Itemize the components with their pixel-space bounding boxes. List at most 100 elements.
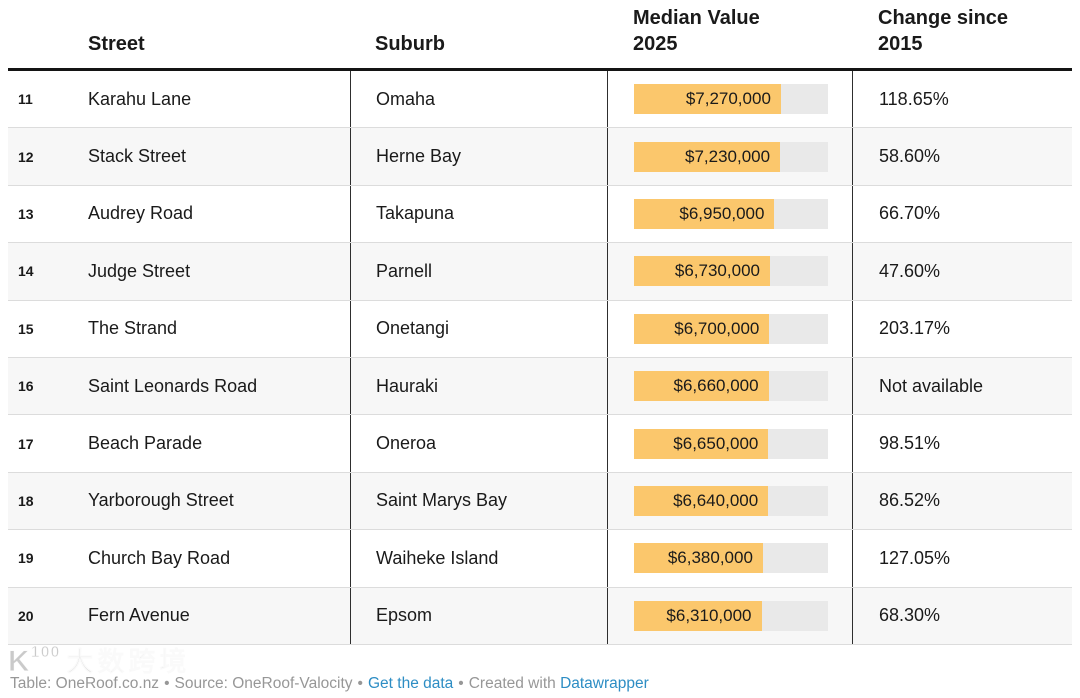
footer-separator: • (164, 675, 170, 692)
suburb-cell: Herne Bay (350, 128, 607, 185)
watermark: K 100 大数跨境 (8, 644, 191, 678)
suburb-cell: Onetangi (350, 300, 607, 357)
footer-table-credit: Table: OneRoof.co.nz (10, 675, 160, 692)
median-bar: $6,700,000 (634, 313, 770, 344)
street-cell: Fern Avenue (88, 605, 190, 626)
street-cell: Audrey Road (88, 203, 194, 224)
median-bar: $6,380,000 (634, 543, 763, 574)
rank-cell: 12 (18, 148, 34, 165)
street-cell: Church Bay Road (88, 547, 231, 568)
median-value-cell: $6,700,000 (607, 300, 852, 357)
median-bar-track: $7,270,000 (634, 84, 828, 115)
median-bar: $7,230,000 (634, 141, 781, 172)
street-cell: Stack Street (88, 146, 187, 167)
footer-separator: • (357, 675, 363, 692)
table: Street Suburb Median Value 2025 Change s… (8, 0, 1072, 645)
median-bar-track: $7,230,000 (634, 141, 828, 172)
watermark-cjk-text: 大数跨境 (66, 647, 191, 678)
median-bar: $6,650,000 (634, 428, 769, 459)
table-row: 20 Fern Avenue Epsom $6,310,000 68.30% (8, 587, 1072, 645)
suburb-cell: Omaha (350, 71, 607, 128)
table-row: 15 The Strand Onetangi $6,700,000 203.17… (8, 300, 1072, 358)
change-cell: 47.60% (852, 243, 1072, 300)
table-row: 17 Beach Parade Oneroa $6,650,000 98.51% (8, 415, 1072, 473)
rank-cell: 11 (18, 91, 33, 108)
footer-created-with: Created with (468, 675, 556, 692)
median-bar: $6,640,000 (634, 485, 769, 516)
median-value-cell: $6,730,000 (607, 243, 852, 300)
change-cell: 98.51% (852, 415, 1072, 472)
street-cell: The Strand (88, 318, 178, 339)
footer-separator: • (458, 675, 464, 692)
col-header-street: Street (88, 33, 145, 55)
table-row: 12 Stack Street Herne Bay $7,230,000 58.… (8, 128, 1072, 186)
change-cell: 127.05% (852, 530, 1072, 587)
suburb-cell: Parnell (350, 243, 607, 300)
rank-cell: 19 (18, 550, 34, 567)
change-cell: 68.30% (852, 587, 1072, 644)
suburb-cell: Oneroa (350, 415, 607, 472)
street-cell: Judge Street (88, 260, 191, 281)
change-cell: 86.52% (852, 472, 1072, 530)
datawrapper-link[interactable]: Datawrapper (560, 675, 649, 692)
rank-cell: 14 (18, 263, 34, 280)
median-bar: $7,270,000 (634, 84, 781, 115)
table-header: Street Suburb Median Value 2025 Change s… (8, 0, 1072, 71)
median-bar-track: $6,950,000 (634, 198, 828, 229)
median-bar: $6,310,000 (634, 600, 762, 631)
change-cell: 203.17% (852, 300, 1072, 357)
suburb-cell: Epsom (350, 587, 607, 644)
median-bar-track: $6,640,000 (634, 485, 828, 516)
median-bar: $6,730,000 (634, 256, 770, 287)
change-cell: 66.70% (852, 185, 1072, 243)
median-bar: $6,950,000 (634, 198, 775, 229)
median-bar-track: $6,730,000 (634, 256, 828, 287)
table-row: 14 Judge Street Parnell $6,730,000 47.60… (8, 243, 1072, 301)
rank-cell: 15 (18, 320, 34, 337)
median-value-cell: $6,650,000 (607, 415, 852, 472)
median-bar-track: $6,380,000 (634, 543, 828, 574)
footer-credits: Table: OneRoof.co.nz • Source: OneRoof-Val… (10, 675, 649, 693)
median-bar-track: $6,310,000 (634, 600, 828, 631)
watermark-logo-k: K (8, 645, 31, 678)
street-cell: Karahu Lane (88, 88, 192, 109)
median-value-cell: $6,310,000 (607, 587, 852, 644)
suburb-cell: Takapuna (350, 185, 607, 243)
median-value-cell: $6,950,000 (607, 185, 852, 243)
rank-cell: 18 (18, 492, 34, 509)
col-header-suburb: Suburb (375, 33, 445, 55)
median-bar-track: $6,660,000 (634, 371, 828, 402)
table-row: 13 Audrey Road Takapuna $6,950,000 66.70… (8, 185, 1072, 244)
street-cell: Beach Parade (88, 433, 203, 454)
rank-cell: 17 (18, 435, 34, 452)
median-bar-track: $6,700,000 (634, 313, 828, 344)
median-value-cell: $6,380,000 (607, 530, 852, 587)
rank-cell: 13 (18, 205, 34, 222)
rank-cell: 20 (18, 607, 34, 624)
suburb-cell: Saint Marys Bay (350, 472, 607, 530)
change-cell: 118.65% (852, 71, 1072, 128)
col-header-median-value: Median Value 2025 (633, 7, 760, 55)
suburb-cell: Waiheke Island (350, 530, 607, 587)
suburb-cell: Hauraki (350, 357, 607, 415)
table-row: 19 Church Bay Road Waiheke Island $6,380… (8, 530, 1072, 588)
rank-cell: 16 (18, 378, 34, 395)
footer-source: Source: OneRoof-Valocity (174, 675, 353, 692)
col-header-rank (8, 0, 88, 68)
get-the-data-link[interactable]: Get the data (367, 675, 454, 692)
median-value-cell: $7,270,000 (607, 71, 852, 128)
table-row: 16 Saint Leonards Road Hauraki $6,660,00… (8, 357, 1072, 416)
street-cell: Saint Leonards Road (88, 375, 258, 396)
watermark-logo-100: 100 (30, 644, 61, 661)
table-body: 11 Karahu Lane Omaha $7,270,000 118.65% … (8, 71, 1072, 645)
change-cell: 58.60% (852, 128, 1072, 185)
median-bar: $6,660,000 (634, 371, 769, 402)
median-value-cell: $6,660,000 (607, 357, 852, 415)
median-bar-track: $6,650,000 (634, 428, 828, 459)
median-value-cell: $6,640,000 (607, 472, 852, 530)
change-cell: Not available (852, 357, 1072, 415)
col-header-change-since: Change since 2015 (878, 7, 1009, 55)
table-row: 11 Karahu Lane Omaha $7,270,000 118.65% (8, 71, 1072, 129)
street-cell: Yarborough Street (88, 490, 234, 511)
